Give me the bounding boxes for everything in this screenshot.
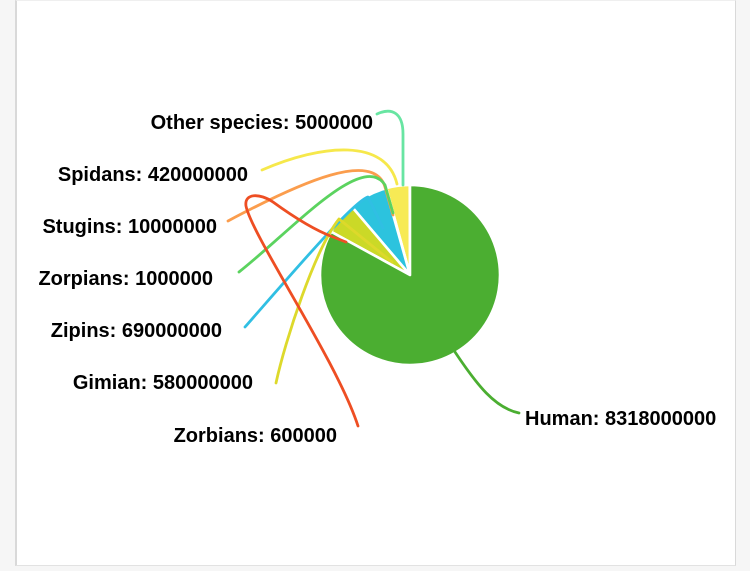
slice-label-stugins: Stugins: 10000000: [42, 216, 217, 238]
slice-label-spidans: Spidans: 420000000: [58, 164, 248, 186]
slice-label-zipins: Zipins: 690000000: [51, 320, 222, 342]
chart-canvas: Other species: 5000000 Spidans: 420000000…: [15, 0, 736, 566]
slice-label-zorpians: Zorpians: 1000000: [38, 268, 213, 290]
leader-line-gimian: [274, 217, 394, 385]
slice-label-zorbians: Zorbians: 600000: [174, 425, 337, 447]
slice-labels: Other species: 5000000 Spidans: 420000000…: [38, 112, 716, 447]
leader-line-zorpians: [237, 175, 395, 274]
slice-label-gimian: Gimian: 580000000: [73, 372, 253, 394]
slice-label-human: Human: 8318000000: [525, 408, 716, 430]
leader-line-zipins: [243, 195, 385, 329]
leader-line-spidans: [260, 148, 399, 186]
leader-line-human: [453, 350, 521, 415]
slice-label-other-species: Other species: 5000000: [151, 112, 373, 134]
pie-chart: Other species: 5000000 Spidans: 420000000…: [38, 109, 716, 447]
leader-lines: [226, 109, 521, 428]
leader-line-other-species: [375, 109, 405, 187]
leader-line-zorbians: [244, 194, 360, 428]
